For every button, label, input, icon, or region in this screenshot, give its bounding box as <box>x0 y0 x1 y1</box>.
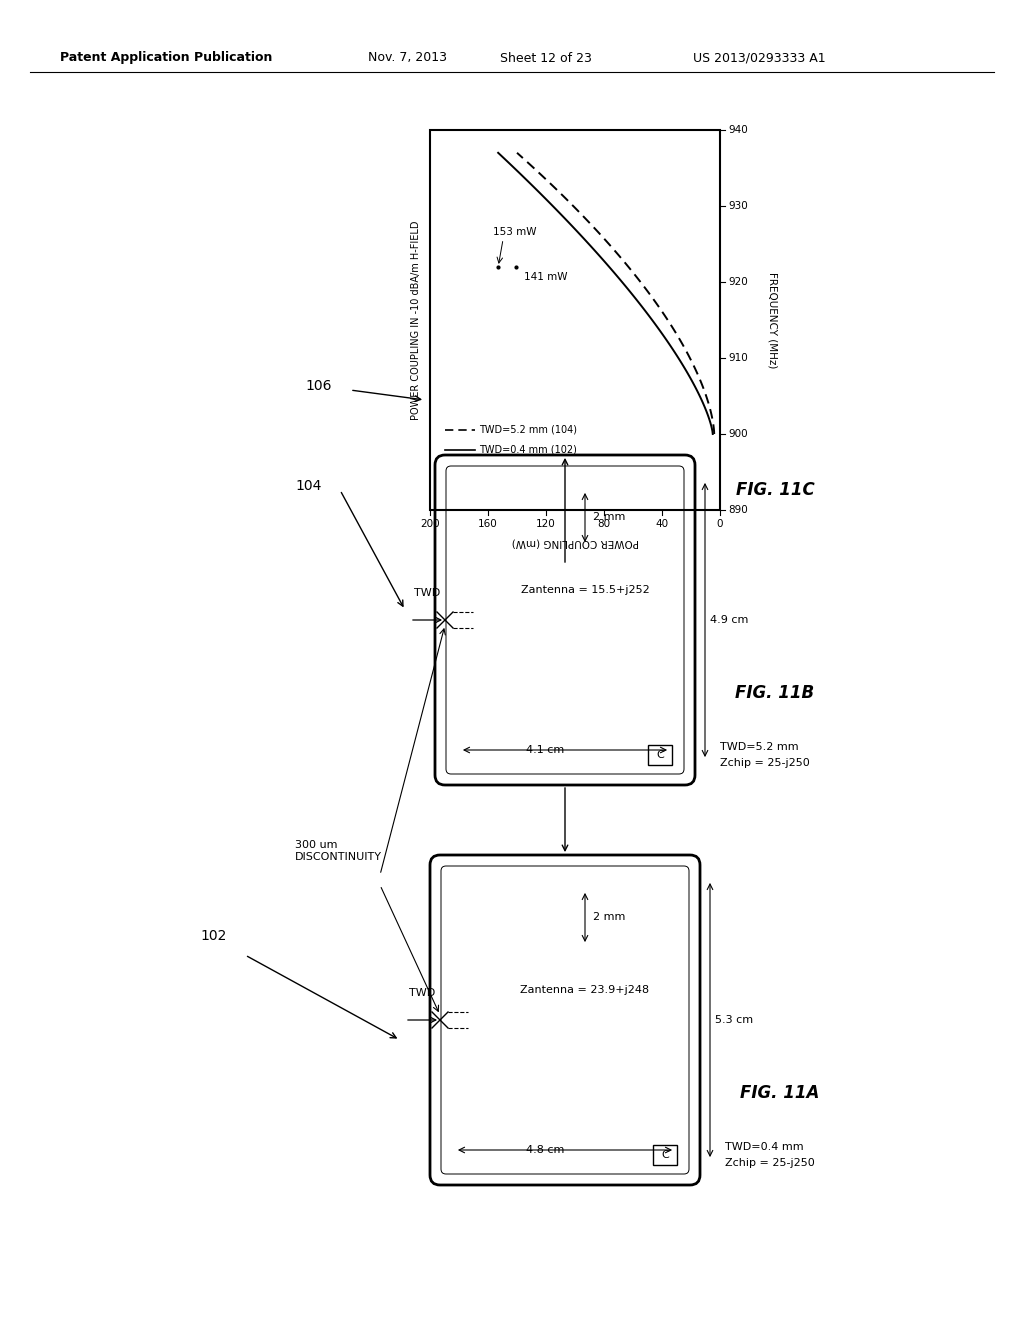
Text: 80: 80 <box>597 519 610 529</box>
Text: 940: 940 <box>728 125 748 135</box>
Text: TWD: TWD <box>414 587 440 598</box>
Text: C: C <box>662 1150 669 1160</box>
Text: Zchip = 25-j250: Zchip = 25-j250 <box>725 1158 815 1168</box>
Text: 160: 160 <box>478 519 498 529</box>
Text: Patent Application Publication: Patent Application Publication <box>60 51 272 65</box>
Text: FIG. 11B: FIG. 11B <box>735 684 814 701</box>
Text: C: C <box>656 750 664 760</box>
Text: FIG. 11C: FIG. 11C <box>735 480 814 499</box>
Text: 106: 106 <box>305 379 332 393</box>
Text: TWD: TWD <box>409 987 435 998</box>
Text: 120: 120 <box>537 519 556 529</box>
Text: 920: 920 <box>728 277 748 286</box>
Text: 104: 104 <box>295 479 322 492</box>
Text: POWER COUPLING (mW): POWER COUPLING (mW) <box>511 539 639 548</box>
Text: 0: 0 <box>717 519 723 529</box>
Text: FIG. 11A: FIG. 11A <box>740 1084 819 1101</box>
Text: 4.1 cm: 4.1 cm <box>526 744 564 755</box>
Text: 102: 102 <box>200 929 226 942</box>
Text: Zantenna = 23.9+j248: Zantenna = 23.9+j248 <box>520 985 649 995</box>
Bar <box>653 1144 677 1166</box>
Text: FREQUENCY (MHz): FREQUENCY (MHz) <box>767 272 777 368</box>
Text: Zantenna = 15.5+j252: Zantenna = 15.5+j252 <box>520 585 649 595</box>
Text: 153 mW: 153 mW <box>494 227 537 236</box>
Text: US 2013/0293333 A1: US 2013/0293333 A1 <box>693 51 825 65</box>
Text: 910: 910 <box>728 352 748 363</box>
Text: TWD=5.2 mm: TWD=5.2 mm <box>720 742 799 752</box>
Text: 2 mm: 2 mm <box>593 512 626 523</box>
Text: 5.3 cm: 5.3 cm <box>715 1015 753 1026</box>
Text: TWD=0.4 mm (102): TWD=0.4 mm (102) <box>479 445 577 455</box>
Text: Nov. 7, 2013: Nov. 7, 2013 <box>368 51 447 65</box>
Text: 2 mm: 2 mm <box>593 912 626 923</box>
Text: 40: 40 <box>655 519 669 529</box>
Bar <box>648 744 672 766</box>
Text: POWER COUPLING IN -10 dBA/m H-FIELD: POWER COUPLING IN -10 dBA/m H-FIELD <box>411 220 421 420</box>
Text: 890: 890 <box>728 506 748 515</box>
Text: TWD=0.4 mm: TWD=0.4 mm <box>725 1142 804 1152</box>
Text: Sheet 12 of 23: Sheet 12 of 23 <box>500 51 592 65</box>
Text: Zchip = 25-j250: Zchip = 25-j250 <box>720 758 810 768</box>
Text: 4.8 cm: 4.8 cm <box>525 1144 564 1155</box>
Text: TWD=5.2 mm (104): TWD=5.2 mm (104) <box>479 425 577 436</box>
Text: 300 um
DISCONTINUITY: 300 um DISCONTINUITY <box>295 840 382 862</box>
Text: 200: 200 <box>420 519 440 529</box>
Text: 900: 900 <box>728 429 748 440</box>
Text: 4.9 cm: 4.9 cm <box>710 615 749 624</box>
Text: 930: 930 <box>728 201 748 211</box>
Text: 141 mW: 141 mW <box>523 272 567 281</box>
